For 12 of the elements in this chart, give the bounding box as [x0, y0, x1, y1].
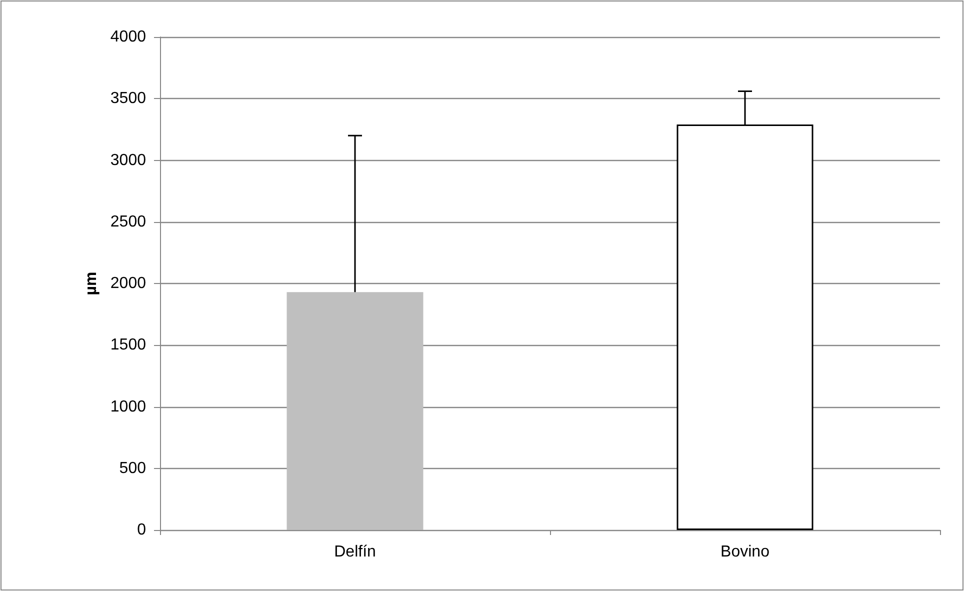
- y-tick-label: 0: [137, 522, 146, 538]
- y-tick-label: 3000: [110, 152, 146, 169]
- y-tick-label: 500: [119, 460, 146, 477]
- x-tick-label: Bovino: [720, 544, 770, 560]
- y-tick-label: 4000: [110, 28, 146, 46]
- y-tick-label: 2000: [110, 275, 146, 292]
- y-tick-label: 2500: [110, 213, 146, 230]
- x-tick-label: Delfín: [334, 544, 376, 560]
- y-tick-label: 1500: [110, 336, 146, 354]
- y-tick-label: 1000: [110, 398, 146, 416]
- y-axis-title: µm: [83, 272, 100, 296]
- y-tick-label: 3500: [110, 90, 146, 108]
